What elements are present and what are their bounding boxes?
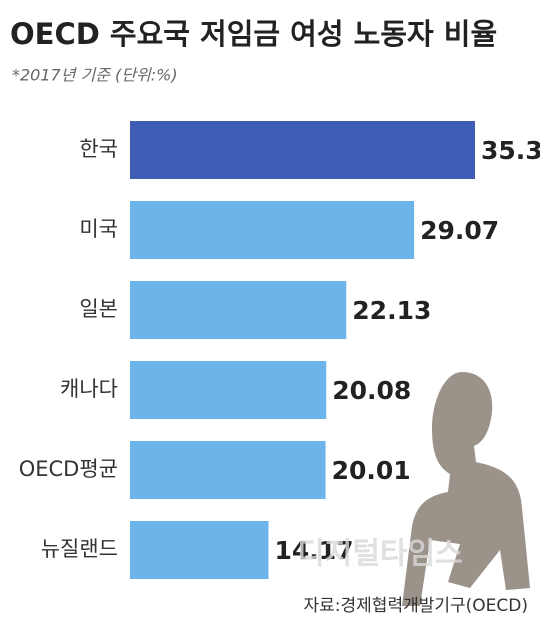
bar (130, 121, 475, 179)
silhouette (402, 372, 530, 606)
bar (130, 441, 326, 499)
value-label: 35.3 (481, 136, 540, 165)
category-label: OECD평균 (19, 457, 118, 481)
category-label: 캐나다 (60, 377, 118, 401)
bar (130, 361, 327, 419)
bar (130, 521, 269, 579)
value-label: 14.17 (274, 536, 353, 565)
value-label: 22.13 (352, 296, 431, 325)
category-label: 일본 (79, 297, 118, 321)
chart-title: OECD 주요국 저임금 여성 노동자 비율 (10, 17, 497, 51)
source-note: 자료:경제협력개발기구(OECD) (304, 596, 528, 616)
category-label: 미국 (79, 217, 118, 241)
value-label: 20.01 (332, 456, 411, 485)
category-label: 뉴질랜드 (41, 537, 118, 561)
value-label: 29.07 (420, 216, 499, 245)
value-label: 20.08 (332, 376, 411, 405)
bar (130, 281, 347, 339)
bar (130, 201, 415, 259)
watermark: 디지털타임스 (297, 537, 463, 572)
category-label: 한국 (79, 137, 118, 161)
chart-subtitle: *2017년 기준 (단위:%) (12, 66, 178, 85)
